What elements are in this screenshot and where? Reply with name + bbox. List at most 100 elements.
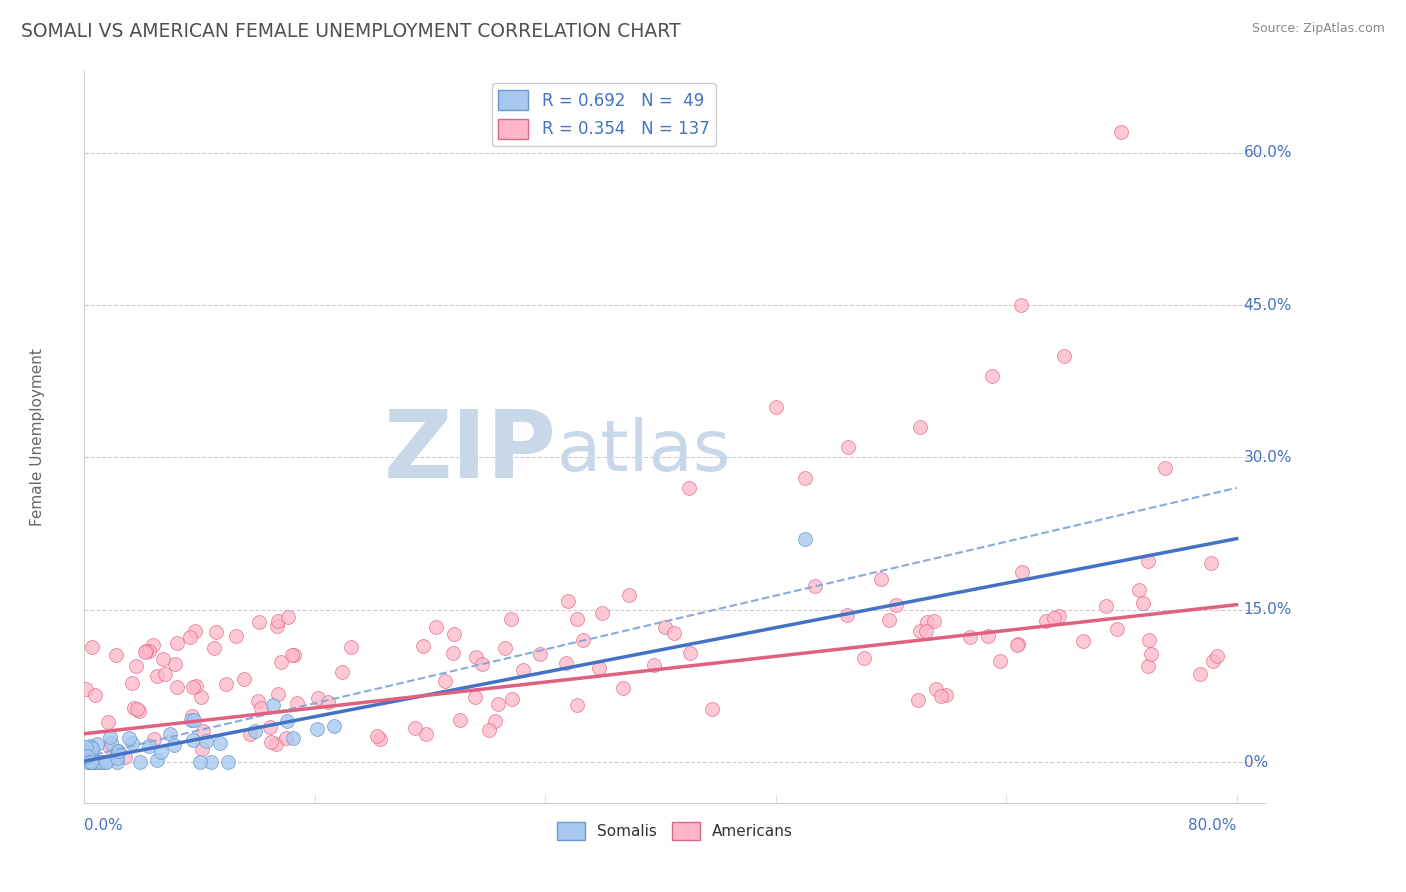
- Point: [929, 689, 952, 703]
- Point: [105, 747, 128, 761]
- Legend: Somalis, Americans: Somalis, Americans: [551, 815, 799, 847]
- Point: [664, 626, 686, 640]
- Point: [128, 755, 150, 769]
- Point: [555, 657, 578, 671]
- Point: [340, 640, 363, 655]
- Point: [700, 701, 723, 715]
- Point: [557, 594, 579, 608]
- Point: [1128, 583, 1150, 598]
- Point: [202, 640, 225, 655]
- Point: [97, 714, 120, 729]
- Point: [138, 739, 160, 753]
- Point: [180, 713, 202, 727]
- Point: [183, 624, 205, 638]
- Point: [464, 649, 486, 664]
- Point: [1007, 638, 1029, 652]
- Point: [90, 755, 112, 769]
- Point: [678, 481, 700, 495]
- Point: [259, 720, 281, 734]
- Point: [75, 749, 97, 764]
- Point: [122, 701, 145, 715]
- Point: [471, 657, 494, 671]
- Point: [370, 732, 392, 747]
- Point: [76, 749, 98, 764]
- Point: [852, 650, 875, 665]
- Point: [276, 731, 298, 745]
- Point: [1111, 125, 1133, 139]
- Point: [86, 755, 108, 769]
- Point: [107, 744, 129, 758]
- Point: [283, 648, 305, 663]
- Point: [679, 646, 702, 660]
- Point: [194, 734, 217, 748]
- Point: [104, 648, 127, 662]
- Point: [193, 723, 215, 738]
- Point: [86, 755, 108, 769]
- Point: [512, 663, 534, 677]
- Point: [804, 579, 827, 593]
- Point: [412, 640, 434, 654]
- Point: [266, 619, 288, 633]
- Text: 30.0%: 30.0%: [1243, 450, 1292, 465]
- Text: 0.0%: 0.0%: [84, 818, 124, 833]
- Point: [80, 745, 103, 759]
- Point: [259, 735, 281, 749]
- Point: [434, 674, 457, 689]
- Point: [486, 698, 509, 712]
- Point: [935, 689, 957, 703]
- Point: [980, 369, 1002, 384]
- Point: [181, 680, 204, 694]
- Point: [80, 755, 103, 769]
- Point: [180, 708, 202, 723]
- Point: [501, 692, 523, 706]
- Point: [914, 624, 936, 638]
- Point: [179, 630, 201, 644]
- Point: [276, 714, 298, 728]
- Point: [765, 400, 787, 414]
- Point: [322, 719, 344, 733]
- Point: [217, 755, 239, 769]
- Point: [501, 612, 523, 626]
- Point: [366, 729, 388, 743]
- Point: [84, 688, 107, 702]
- Point: [318, 695, 340, 709]
- Point: [330, 665, 353, 680]
- Point: [163, 738, 186, 752]
- Point: [79, 755, 101, 769]
- Point: [79, 755, 101, 769]
- Point: [142, 638, 165, 652]
- Point: [163, 657, 186, 671]
- Point: [643, 657, 665, 672]
- Point: [118, 731, 141, 746]
- Point: [181, 733, 204, 747]
- Point: [793, 471, 815, 485]
- Text: Female Unemployment: Female Unemployment: [30, 348, 45, 526]
- Point: [1035, 614, 1057, 628]
- Point: [107, 744, 129, 758]
- Point: [188, 755, 211, 769]
- Point: [135, 644, 157, 658]
- Point: [79, 739, 101, 754]
- Point: [277, 610, 299, 624]
- Point: [567, 698, 589, 712]
- Point: [75, 739, 97, 754]
- Text: 45.0%: 45.0%: [1243, 298, 1292, 312]
- Text: ZIP: ZIP: [384, 406, 557, 498]
- Point: [90, 755, 112, 769]
- Point: [870, 572, 893, 586]
- Point: [281, 731, 304, 745]
- Point: [908, 420, 931, 434]
- Point: [98, 740, 121, 755]
- Point: [107, 755, 129, 769]
- Point: [152, 652, 174, 666]
- Point: [922, 614, 945, 628]
- Point: [1136, 659, 1159, 673]
- Point: [267, 614, 290, 628]
- Point: [1199, 556, 1222, 570]
- Point: [654, 620, 676, 634]
- Point: [1010, 298, 1032, 312]
- Point: [1153, 460, 1175, 475]
- Point: [464, 690, 486, 704]
- Point: [200, 755, 222, 769]
- Text: Source: ZipAtlas.com: Source: ZipAtlas.com: [1251, 22, 1385, 36]
